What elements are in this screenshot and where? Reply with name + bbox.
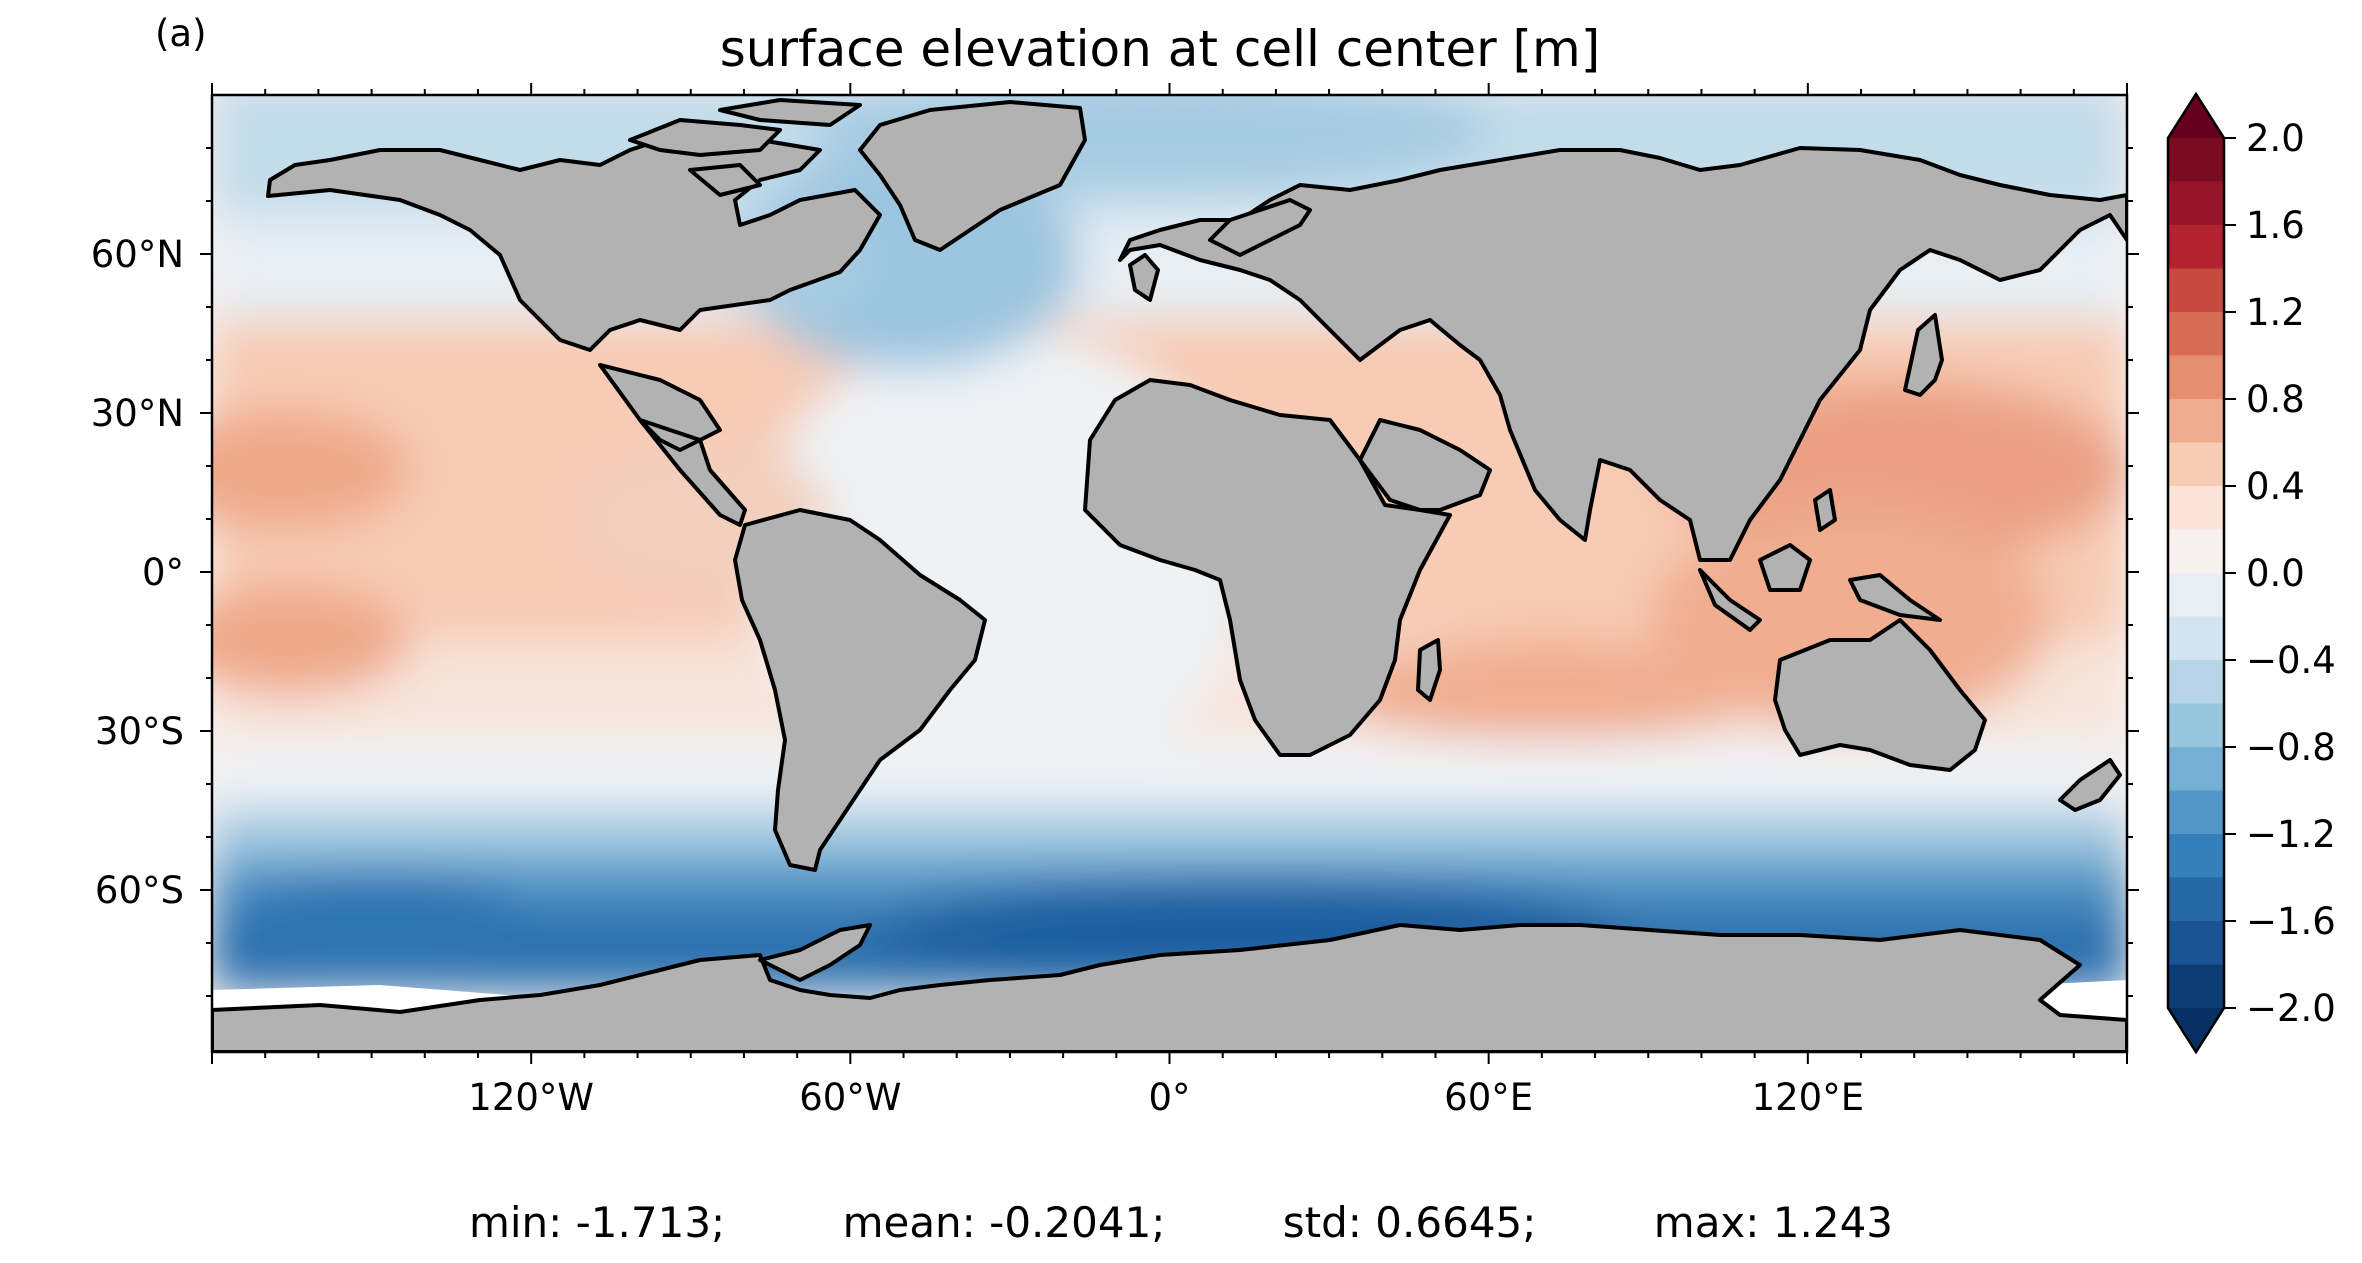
- colorbar-tick-label: 1.2: [2246, 291, 2305, 334]
- colorbar-tick-label: −0.8: [2246, 726, 2336, 769]
- colorbar-segment: [2168, 442, 2224, 487]
- colorbar-segment: [2168, 268, 2224, 313]
- colorbar-tick-label: 0.0: [2246, 552, 2305, 595]
- colorbar-tick-label: −1.2: [2246, 813, 2336, 856]
- british-isles: [1128, 253, 1160, 302]
- lat-label: 60°S: [95, 869, 184, 912]
- north-america: [266, 138, 882, 527]
- colorbar-segment: [2168, 573, 2224, 618]
- colorbar-segment: [2168, 399, 2224, 444]
- maritime-continent: [1698, 488, 1942, 632]
- colorbar-tick-label: 1.6: [2246, 204, 2305, 247]
- lon-label: 0°: [1148, 1076, 1190, 1119]
- colorbar-segment: [2168, 790, 2224, 835]
- colorbar-segment: [2168, 834, 2224, 879]
- panel-label: (a): [155, 12, 207, 55]
- colorbar-segment: [2168, 616, 2224, 661]
- madagascar: [1416, 638, 1442, 702]
- lon-label: 60°E: [1444, 1076, 1533, 1119]
- colorbar-segment: [2168, 964, 2224, 1009]
- colorbar-labels: 2.0 1.6 1.2 0.8 0.4 0.0 −0.4 −0.8 −1.2 −1.6 −2.0: [2246, 117, 2336, 1030]
- colorbar-tick-label: 0.8: [2246, 378, 2305, 421]
- lat-label: 30°N: [91, 392, 184, 435]
- colorbar-segment: [2168, 703, 2224, 748]
- eurasia: [1118, 146, 2127, 562]
- colorbar-tick-label: −2.0: [2246, 987, 2336, 1030]
- land: [212, 98, 2127, 1052]
- colorbar-segment: [2168, 225, 2224, 270]
- south-america: [733, 508, 987, 872]
- map-title: surface elevation at cell center [m]: [719, 20, 1601, 78]
- colorbar: [2166, 91, 2236, 1055]
- stat-max: max: 1.243: [1653, 1198, 1894, 1247]
- stat-std: std: 0.6645;: [1282, 1198, 1537, 1247]
- lat-label: 0°: [142, 551, 184, 594]
- axis-ticks: [200, 83, 2139, 1064]
- lon-label: 60°W: [799, 1076, 901, 1119]
- colorbar-segment: [2168, 312, 2224, 357]
- stat-min: min: -1.713;: [468, 1198, 726, 1247]
- greenland: [858, 100, 1087, 252]
- colorbar-extend-bottom: [2168, 1008, 2224, 1052]
- new-zealand: [2058, 758, 2122, 812]
- colorbar-segment: [2168, 747, 2224, 792]
- lat-label: 30°S: [95, 710, 184, 753]
- colorbar-segment: [2168, 355, 2224, 400]
- colorbar-segment: [2168, 138, 2224, 183]
- lon-label: 120°E: [1752, 1076, 1865, 1119]
- lon-label: 120°W: [468, 1076, 594, 1119]
- lat-label: 60°N: [91, 233, 184, 276]
- statistics-line: min: -1.713; mean: -0.2041; std: 0.6645;…: [0, 1198, 2362, 1247]
- colorbar-tick-label: 0.4: [2246, 465, 2305, 508]
- colorbar-segment: [2168, 921, 2224, 966]
- antarctica: [212, 923, 2127, 1052]
- colorbar-segment: [2168, 877, 2224, 922]
- colorbar-tick-label: −0.4: [2246, 639, 2336, 682]
- japan: [1903, 313, 1944, 397]
- axis-labels: 60°N 30°N 0° 30°S 60°S 120°W 60°W 0° 60°E 120°E: [91, 233, 1864, 1119]
- colorbar-tick-label: 2.0: [2246, 117, 2305, 160]
- colorbar-segment: [2168, 660, 2224, 705]
- colorbar-extend-top: [2168, 94, 2224, 138]
- antarctic-peninsula: [758, 923, 872, 982]
- colorbar-tick-label: −1.6: [2246, 900, 2336, 943]
- africa: [1083, 378, 1452, 757]
- scandinavia: [1208, 198, 1312, 257]
- arctic-islands: [628, 98, 862, 197]
- australia: [1773, 618, 1987, 772]
- stat-mean: mean: -0.2041;: [842, 1198, 1166, 1247]
- map-panel: [212, 95, 2127, 1052]
- arabia: [1358, 418, 1492, 512]
- colorbar-segment: [2168, 181, 2224, 226]
- colorbar-segment: [2168, 486, 2224, 531]
- colorbar-segment: [2168, 529, 2224, 574]
